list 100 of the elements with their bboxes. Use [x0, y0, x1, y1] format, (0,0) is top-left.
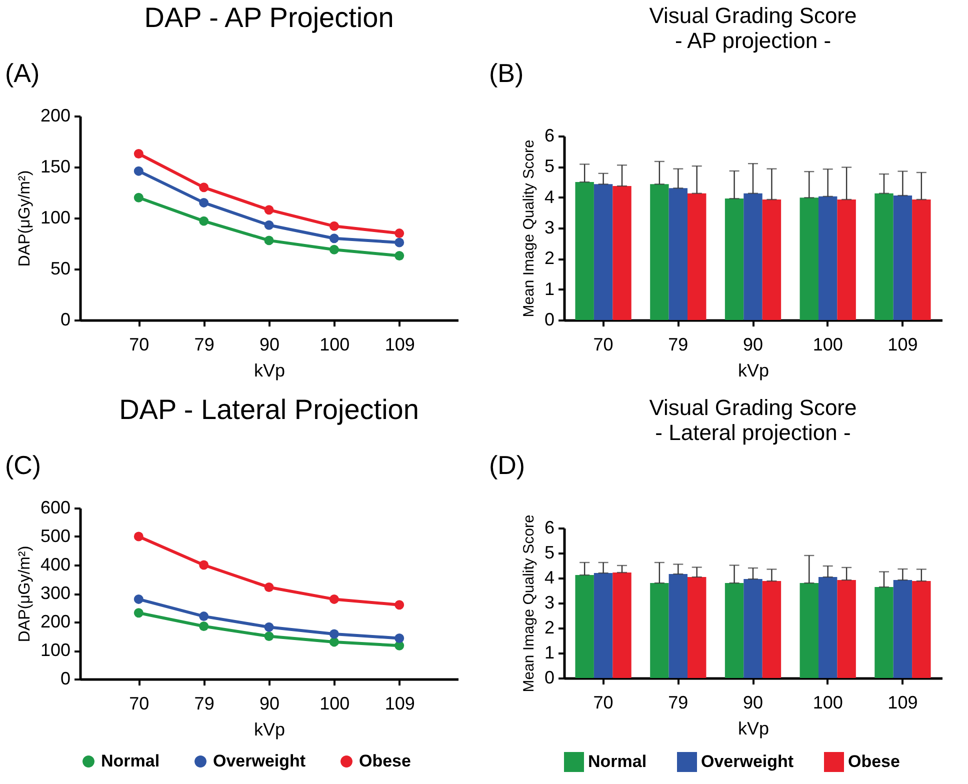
bar: [874, 587, 894, 678]
x-tick-label: 100: [812, 334, 843, 354]
x-axis-title: kVp: [738, 360, 770, 380]
point: [199, 198, 209, 208]
point: [134, 192, 144, 202]
y-tick-label: 50: [50, 258, 70, 278]
x-tick-label: 109: [384, 694, 415, 714]
bar: [650, 184, 669, 320]
point: [134, 608, 144, 618]
y-tick-label: 0: [60, 668, 70, 688]
x-axis-title: kVp: [254, 720, 286, 740]
y-tick-label: 6: [544, 126, 554, 146]
legend-label: Obese: [848, 752, 900, 771]
bar: [575, 575, 594, 678]
x-tick-label: 79: [194, 334, 214, 354]
bar: [893, 580, 912, 678]
x-tick-label: 109: [888, 692, 918, 712]
bar: [762, 199, 782, 320]
bar: [612, 572, 632, 678]
y-axis-title: Mean Image Quality Score: [520, 514, 538, 692]
point: [394, 600, 404, 610]
y-tick-label: 0: [544, 310, 554, 330]
x-tick-label: 90: [742, 334, 764, 354]
bar: [912, 199, 931, 320]
point: [329, 637, 339, 647]
x-tick-label: 70: [593, 692, 614, 712]
y-tick-label: 200: [40, 612, 70, 632]
chart-title: DAP - Lateral Projection: [119, 394, 419, 425]
x-tick-label: 109: [384, 334, 415, 354]
x-tick-label: 100: [812, 692, 843, 712]
x-tick-label: 100: [320, 334, 350, 354]
point: [329, 244, 339, 254]
bar: [800, 198, 818, 320]
point: [394, 251, 404, 260]
x-tick-label: 90: [259, 334, 280, 354]
point: [134, 532, 144, 542]
legend-label: Obese: [359, 752, 411, 771]
bar: [818, 577, 838, 678]
point: [394, 238, 404, 248]
y-axis-title: DAP(μGy/m²): [16, 170, 34, 267]
text: (A): [5, 58, 40, 88]
bar: [724, 583, 744, 678]
chart-title: DAP - AP Projection: [144, 2, 394, 33]
x-tick-label: 100: [320, 694, 350, 714]
point: [199, 622, 209, 632]
point: [264, 220, 274, 230]
point: [134, 149, 144, 158]
point: [264, 205, 274, 215]
y-tick-label: 2: [544, 618, 554, 638]
bar: [575, 182, 594, 320]
bar: [800, 583, 818, 678]
x-tick-label: 79: [668, 334, 688, 354]
y-tick-label: 5: [544, 156, 554, 176]
bar: [594, 184, 613, 320]
x-tick-label: 90: [259, 694, 280, 714]
y-tick-label: 0: [544, 668, 554, 688]
bar: [594, 573, 613, 678]
y-tick-label: 3: [544, 218, 554, 238]
y-tick-label: 200: [40, 106, 70, 126]
bar: [874, 193, 894, 320]
y-tick-label: 100: [40, 208, 70, 228]
text: (B): [489, 58, 524, 88]
y-tick-label: 600: [40, 498, 70, 518]
bar: [612, 186, 632, 320]
y-tick-label: 4: [544, 186, 554, 207]
chart-title: Visual Grading Score: [649, 3, 857, 28]
y-tick-label: 5: [544, 542, 554, 562]
legend-label: Normal: [588, 752, 647, 771]
bar: [837, 580, 856, 678]
legend-label: Overweight: [701, 752, 794, 771]
point: [264, 236, 274, 246]
x-tick-label: 90: [742, 692, 764, 712]
point: [329, 221, 339, 231]
y-tick-label: 0: [60, 310, 70, 330]
x-axis-title: kVp: [738, 718, 770, 738]
point: [394, 228, 404, 238]
y-tick-label: 400: [40, 554, 70, 574]
chart-subtitle: - Lateral projection -: [655, 420, 851, 445]
point: [264, 632, 274, 641]
point: [134, 166, 144, 176]
y-tick-label: 2: [544, 248, 554, 268]
x-tick-label: 70: [129, 694, 150, 714]
point: [199, 612, 209, 622]
y-tick-label: 1: [544, 642, 554, 662]
bar: [668, 188, 688, 320]
point: [134, 594, 144, 604]
y-tick-label: 3: [544, 592, 554, 612]
point: [264, 582, 274, 592]
point: [264, 622, 274, 632]
point: [199, 216, 209, 226]
y-tick-label: 6: [544, 518, 554, 538]
y-tick-label: 300: [40, 583, 70, 603]
y-tick-label: 100: [40, 640, 70, 660]
x-tick-label: 79: [668, 692, 688, 712]
chart-subtitle: - AP projection -: [674, 28, 832, 53]
x-tick-label: 109: [888, 334, 918, 354]
legend-label: Overweight: [213, 752, 306, 771]
y-tick-label: 150: [40, 156, 70, 176]
text: (C): [5, 450, 42, 480]
text: (D): [489, 450, 526, 480]
